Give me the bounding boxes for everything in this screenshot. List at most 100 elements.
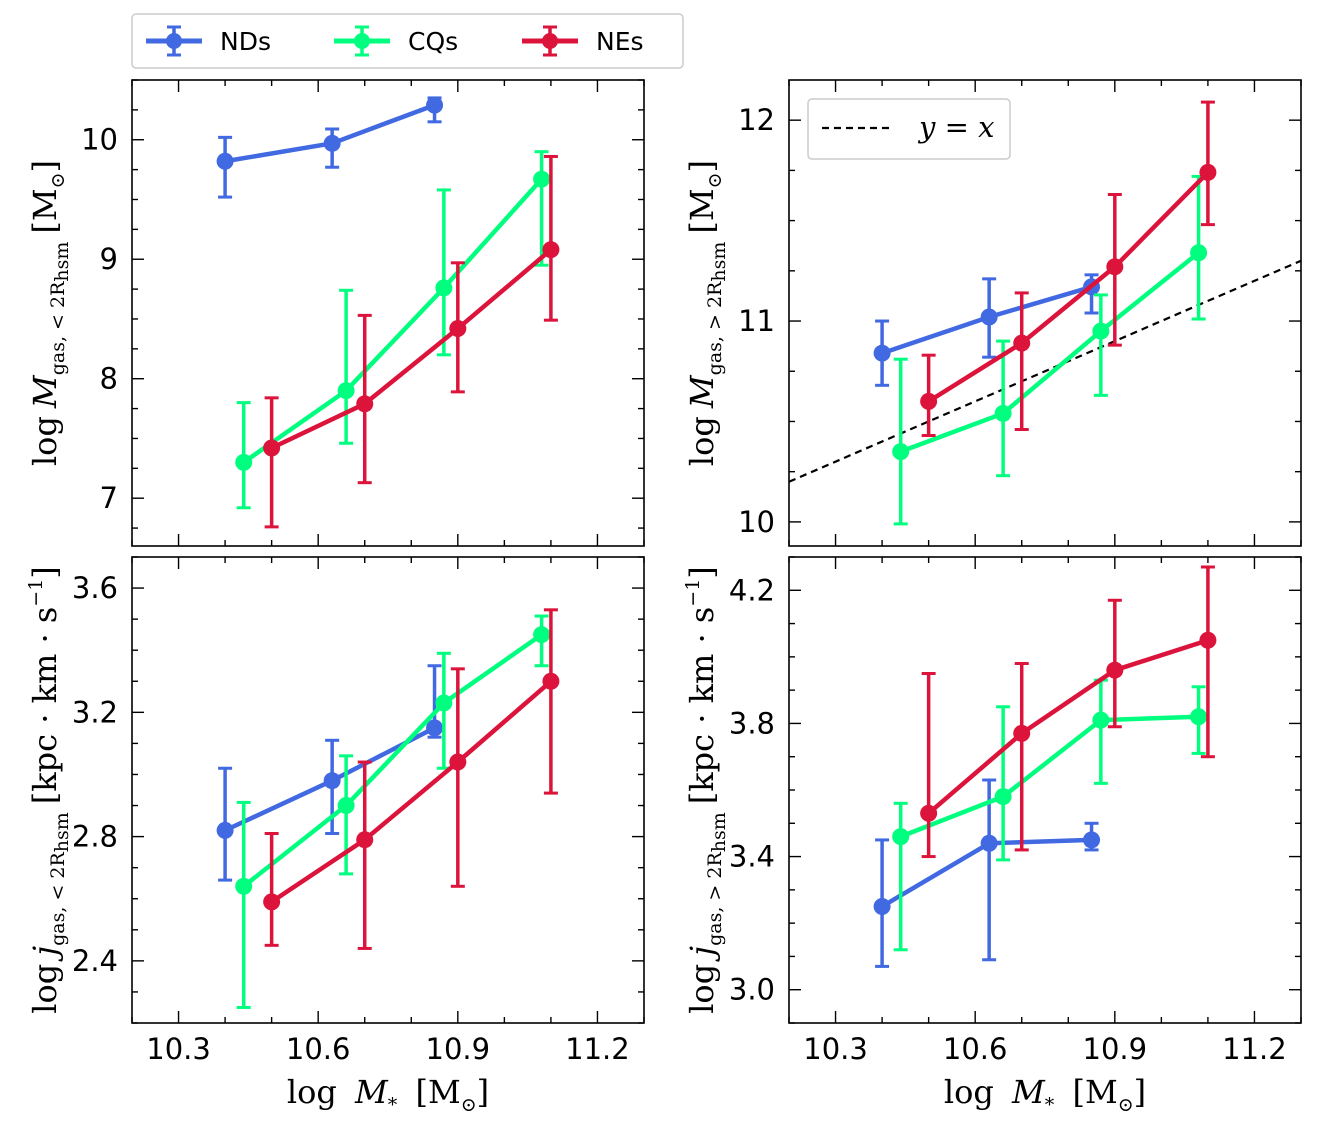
series-line (927, 638, 1209, 816)
legend-marker (166, 33, 182, 49)
legend-entry-cqs: CQs (334, 25, 458, 57)
legend-entry-nes: NEs (522, 25, 644, 57)
data-point (323, 134, 341, 152)
data-point (337, 382, 355, 400)
data-point (1092, 711, 1110, 729)
legend-label: CQs (408, 27, 458, 56)
reference-line-y-equals-x (788, 259, 1302, 483)
y-tick-label: 9 (100, 242, 118, 276)
data-point (356, 831, 374, 849)
series-line (899, 250, 1201, 454)
series-nds (216, 664, 444, 882)
data-point (449, 753, 467, 771)
series-line (242, 177, 544, 465)
y-tick-label: 3.0 (729, 973, 775, 1007)
axes-frame (788, 556, 1302, 1024)
data-point (337, 797, 355, 815)
y-tick-label: 10 (738, 505, 775, 539)
reference-legend-label: y = x (917, 110, 994, 144)
x-axis-label-left: log M* [M⊙] (287, 1073, 489, 1119)
data-point (920, 804, 938, 822)
data-point (1106, 661, 1124, 679)
y-tick-label: 11 (738, 304, 775, 338)
data-point (892, 443, 910, 461)
y-tick-label: 3.8 (729, 706, 775, 740)
x-axis-label-right: log M* [M⊙] (944, 1073, 1146, 1119)
x-tick-label: 11.2 (1222, 1032, 1287, 1066)
axes-frame (131, 556, 645, 1024)
series-cqs (892, 174, 1208, 526)
y-tick-label: 12 (738, 103, 775, 137)
y-axis-label: logjgas, > 2Rhsm[kpc · km · s−1] (682, 566, 730, 1014)
y-tick-label: 4.2 (729, 573, 775, 607)
data-point (435, 694, 453, 712)
y-tick-label: 3.4 (729, 840, 775, 874)
legend-marker (354, 33, 370, 49)
data-point (426, 96, 444, 114)
y-axis-label: logMgas, > 2Rhsm[M⊙] (683, 160, 730, 466)
reference-legend-frame (807, 98, 1011, 160)
series-nes (920, 100, 1217, 438)
data-point (892, 828, 910, 846)
series-nds (216, 96, 444, 199)
data-point (235, 877, 253, 895)
data-point (920, 392, 938, 410)
data-point (1092, 322, 1110, 340)
data-point (216, 152, 234, 170)
data-point (1013, 724, 1031, 742)
data-point (873, 898, 891, 915)
y-tick-label: 2.8 (72, 820, 118, 854)
data-point (994, 788, 1012, 806)
x-tick-label: 11.2 (565, 1032, 630, 1066)
y-tick-label: 3.2 (72, 695, 118, 729)
series-line (927, 170, 1210, 404)
series-nes (920, 565, 1217, 859)
data-point (1083, 831, 1101, 849)
data-point (235, 453, 253, 471)
series-nes (263, 608, 560, 950)
data-point (449, 320, 467, 338)
data-point (873, 344, 891, 362)
data-point (533, 626, 551, 644)
data-point (1190, 244, 1208, 262)
y-tick-label: 2.4 (72, 944, 118, 978)
series-line (242, 632, 543, 889)
data-point (1199, 163, 1217, 181)
series-cqs (235, 150, 551, 510)
series-nds (873, 778, 1101, 968)
data-point (980, 834, 998, 852)
y-tick-label: 8 (100, 362, 118, 396)
data-point (1199, 631, 1217, 649)
data-point (263, 893, 281, 911)
data-point (435, 279, 453, 297)
data-point (216, 821, 234, 839)
data-point (356, 395, 374, 413)
data-point (542, 241, 560, 259)
legend-marker (542, 33, 558, 49)
x-tick-label: 10.3 (803, 1032, 868, 1066)
data-point (994, 404, 1012, 422)
x-tick-label: 10.3 (146, 1032, 211, 1066)
axes-frame (788, 79, 1302, 547)
series-nds (873, 273, 1101, 387)
y-tick-label: 7 (100, 481, 118, 515)
data-point (1106, 258, 1124, 276)
series-line (899, 714, 1199, 839)
data-point (542, 672, 560, 690)
data-point (533, 170, 551, 188)
data-point (263, 439, 281, 457)
x-tick-label: 10.6 (943, 1032, 1008, 1066)
legend-label: NEs (596, 27, 644, 56)
data-point (980, 308, 998, 326)
legend-entry-nds: NDs (146, 25, 271, 57)
series-cqs (235, 614, 551, 1009)
y-tick-label: 10 (81, 123, 118, 157)
series-line (270, 247, 553, 451)
legend: NDs CQs NEs (131, 13, 684, 69)
data-point (323, 772, 341, 790)
y-axis-label: logjgas, < 2Rhsm[kpc · km · s−1] (25, 566, 73, 1014)
